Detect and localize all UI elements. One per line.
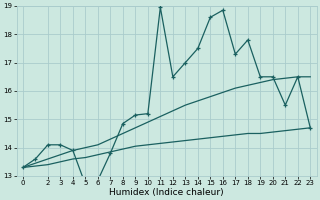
X-axis label: Humidex (Indice chaleur): Humidex (Indice chaleur) xyxy=(109,188,224,197)
